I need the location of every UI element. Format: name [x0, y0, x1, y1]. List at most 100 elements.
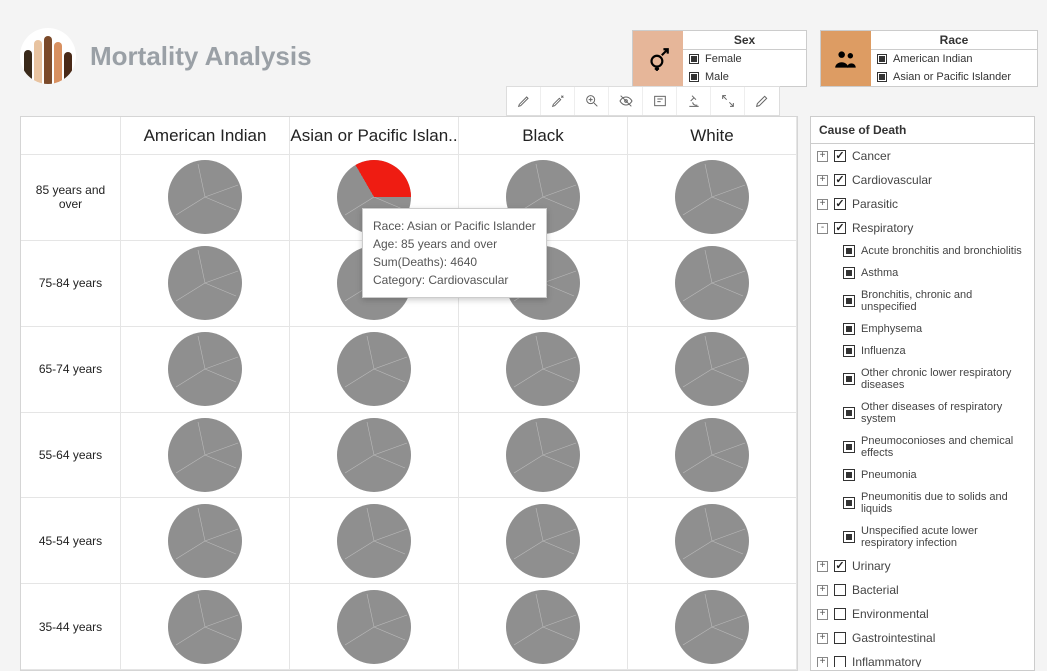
pie-chart[interactable]: [337, 504, 411, 578]
cause-item[interactable]: Pneumoconioses and chemical effects: [811, 430, 1034, 464]
chart-cell[interactable]: [121, 413, 290, 499]
microscope-icon[interactable]: [677, 87, 711, 115]
chart-cell[interactable]: [459, 413, 628, 499]
chart-cell[interactable]: [290, 413, 459, 499]
expand-icon[interactable]: +: [817, 657, 828, 668]
expand-icon[interactable]: +: [817, 175, 828, 186]
eye-off-icon[interactable]: [609, 87, 643, 115]
pie-chart[interactable]: [675, 504, 749, 578]
cause-item[interactable]: Asthma: [811, 262, 1034, 284]
chart-cell[interactable]: [628, 498, 797, 584]
checkbox-icon[interactable]: [843, 497, 855, 509]
text-box-icon[interactable]: [643, 87, 677, 115]
cause-item[interactable]: Pneumonitis due to solids and liquids: [811, 486, 1034, 520]
collapse-icon[interactable]: -: [817, 223, 828, 234]
pie-chart[interactable]: [506, 332, 580, 406]
checkbox-icon[interactable]: [834, 174, 846, 186]
pencil-icon[interactable]: [507, 87, 541, 115]
expand-icon[interactable]: +: [817, 585, 828, 596]
pie-chart[interactable]: [506, 504, 580, 578]
chart-cell[interactable]: [628, 413, 797, 499]
cause-item[interactable]: Unspecified acute lower respiratory infe…: [811, 520, 1034, 554]
checkbox-icon[interactable]: [689, 54, 699, 64]
checkbox-icon[interactable]: [843, 441, 855, 453]
cause-item[interactable]: Influenza: [811, 340, 1034, 362]
chart-cell[interactable]: [290, 584, 459, 670]
expand-icon[interactable]: +: [817, 609, 828, 620]
chart-cell[interactable]: [290, 498, 459, 584]
zoom-icon[interactable]: [575, 87, 609, 115]
race-option[interactable]: American Indian: [871, 50, 1037, 68]
pie-chart[interactable]: [168, 504, 242, 578]
cause-item[interactable]: +Cardiovascular: [811, 168, 1034, 192]
chart-cell[interactable]: [290, 327, 459, 413]
chart-cell[interactable]: [121, 241, 290, 327]
pie-chart[interactable]: [168, 590, 242, 664]
chart-cell[interactable]: [121, 327, 290, 413]
checkbox-icon[interactable]: [843, 373, 855, 385]
cause-item[interactable]: +Cancer: [811, 144, 1034, 168]
chart-cell[interactable]: [628, 584, 797, 670]
checkbox-icon[interactable]: [834, 632, 846, 644]
pie-chart[interactable]: [168, 246, 242, 320]
checkbox-icon[interactable]: [689, 72, 699, 82]
race-option[interactable]: Asian or Pacific Islander: [871, 68, 1037, 86]
pie-chart[interactable]: [337, 590, 411, 664]
cause-item[interactable]: Acute bronchitis and bronchiolitis: [811, 240, 1034, 262]
chart-cell[interactable]: [459, 584, 628, 670]
pie-chart[interactable]: [337, 332, 411, 406]
cause-item[interactable]: Bronchitis, chronic and unspecified: [811, 284, 1034, 318]
sex-option[interactable]: Male: [683, 68, 806, 86]
cause-item[interactable]: +Environmental: [811, 602, 1034, 626]
checkbox-icon[interactable]: [843, 407, 855, 419]
pie-chart[interactable]: [675, 160, 749, 234]
chart-cell[interactable]: [459, 498, 628, 584]
cause-item[interactable]: +Urinary: [811, 554, 1034, 578]
chart-cell[interactable]: [459, 327, 628, 413]
expand-icon[interactable]: [711, 87, 745, 115]
cause-item[interactable]: Emphysema: [811, 318, 1034, 340]
checkbox-icon[interactable]: [843, 267, 855, 279]
chart-cell[interactable]: [121, 498, 290, 584]
expand-icon[interactable]: +: [817, 199, 828, 210]
checkbox-icon[interactable]: [834, 198, 846, 210]
pie-chart[interactable]: [506, 590, 580, 664]
pie-chart[interactable]: [168, 332, 242, 406]
pie-chart[interactable]: [675, 590, 749, 664]
expand-icon[interactable]: +: [817, 633, 828, 644]
checkbox-icon[interactable]: [834, 222, 846, 234]
chart-cell[interactable]: [628, 241, 797, 327]
chart-cell[interactable]: [121, 584, 290, 670]
checkbox-icon[interactable]: [843, 531, 855, 543]
checkbox-icon[interactable]: [843, 323, 855, 335]
cause-item[interactable]: +Bacterial: [811, 578, 1034, 602]
chart-cell[interactable]: [628, 155, 797, 241]
expand-icon[interactable]: +: [817, 561, 828, 572]
cause-item[interactable]: +Parasitic: [811, 192, 1034, 216]
cause-item[interactable]: Pneumonia: [811, 464, 1034, 486]
checkbox-icon[interactable]: [843, 469, 855, 481]
checkbox-icon[interactable]: [834, 150, 846, 162]
pie-chart[interactable]: [337, 418, 411, 492]
cause-item[interactable]: -Respiratory: [811, 216, 1034, 240]
checkbox-icon[interactable]: [834, 560, 846, 572]
cause-item[interactable]: +Gastrointestinal: [811, 626, 1034, 650]
cause-of-death-list[interactable]: +Cancer+Cardiovascular+Parasitic-Respira…: [811, 144, 1034, 667]
expand-icon[interactable]: +: [817, 151, 828, 162]
checkbox-icon[interactable]: [843, 295, 855, 307]
edit-icon[interactable]: [745, 87, 779, 115]
checkbox-icon[interactable]: [843, 245, 855, 257]
pie-chart[interactable]: [168, 418, 242, 492]
chart-cell[interactable]: [121, 155, 290, 241]
checkbox-icon[interactable]: [834, 584, 846, 596]
pencil-x-icon[interactable]: [541, 87, 575, 115]
pie-chart[interactable]: [506, 418, 580, 492]
checkbox-icon[interactable]: [834, 656, 846, 667]
pie-chart[interactable]: [168, 160, 242, 234]
checkbox-icon[interactable]: [834, 608, 846, 620]
cause-item[interactable]: Other diseases of respiratory system: [811, 396, 1034, 430]
checkbox-icon[interactable]: [877, 54, 887, 64]
pie-chart[interactable]: [675, 418, 749, 492]
checkbox-icon[interactable]: [843, 345, 855, 357]
chart-cell[interactable]: [628, 327, 797, 413]
